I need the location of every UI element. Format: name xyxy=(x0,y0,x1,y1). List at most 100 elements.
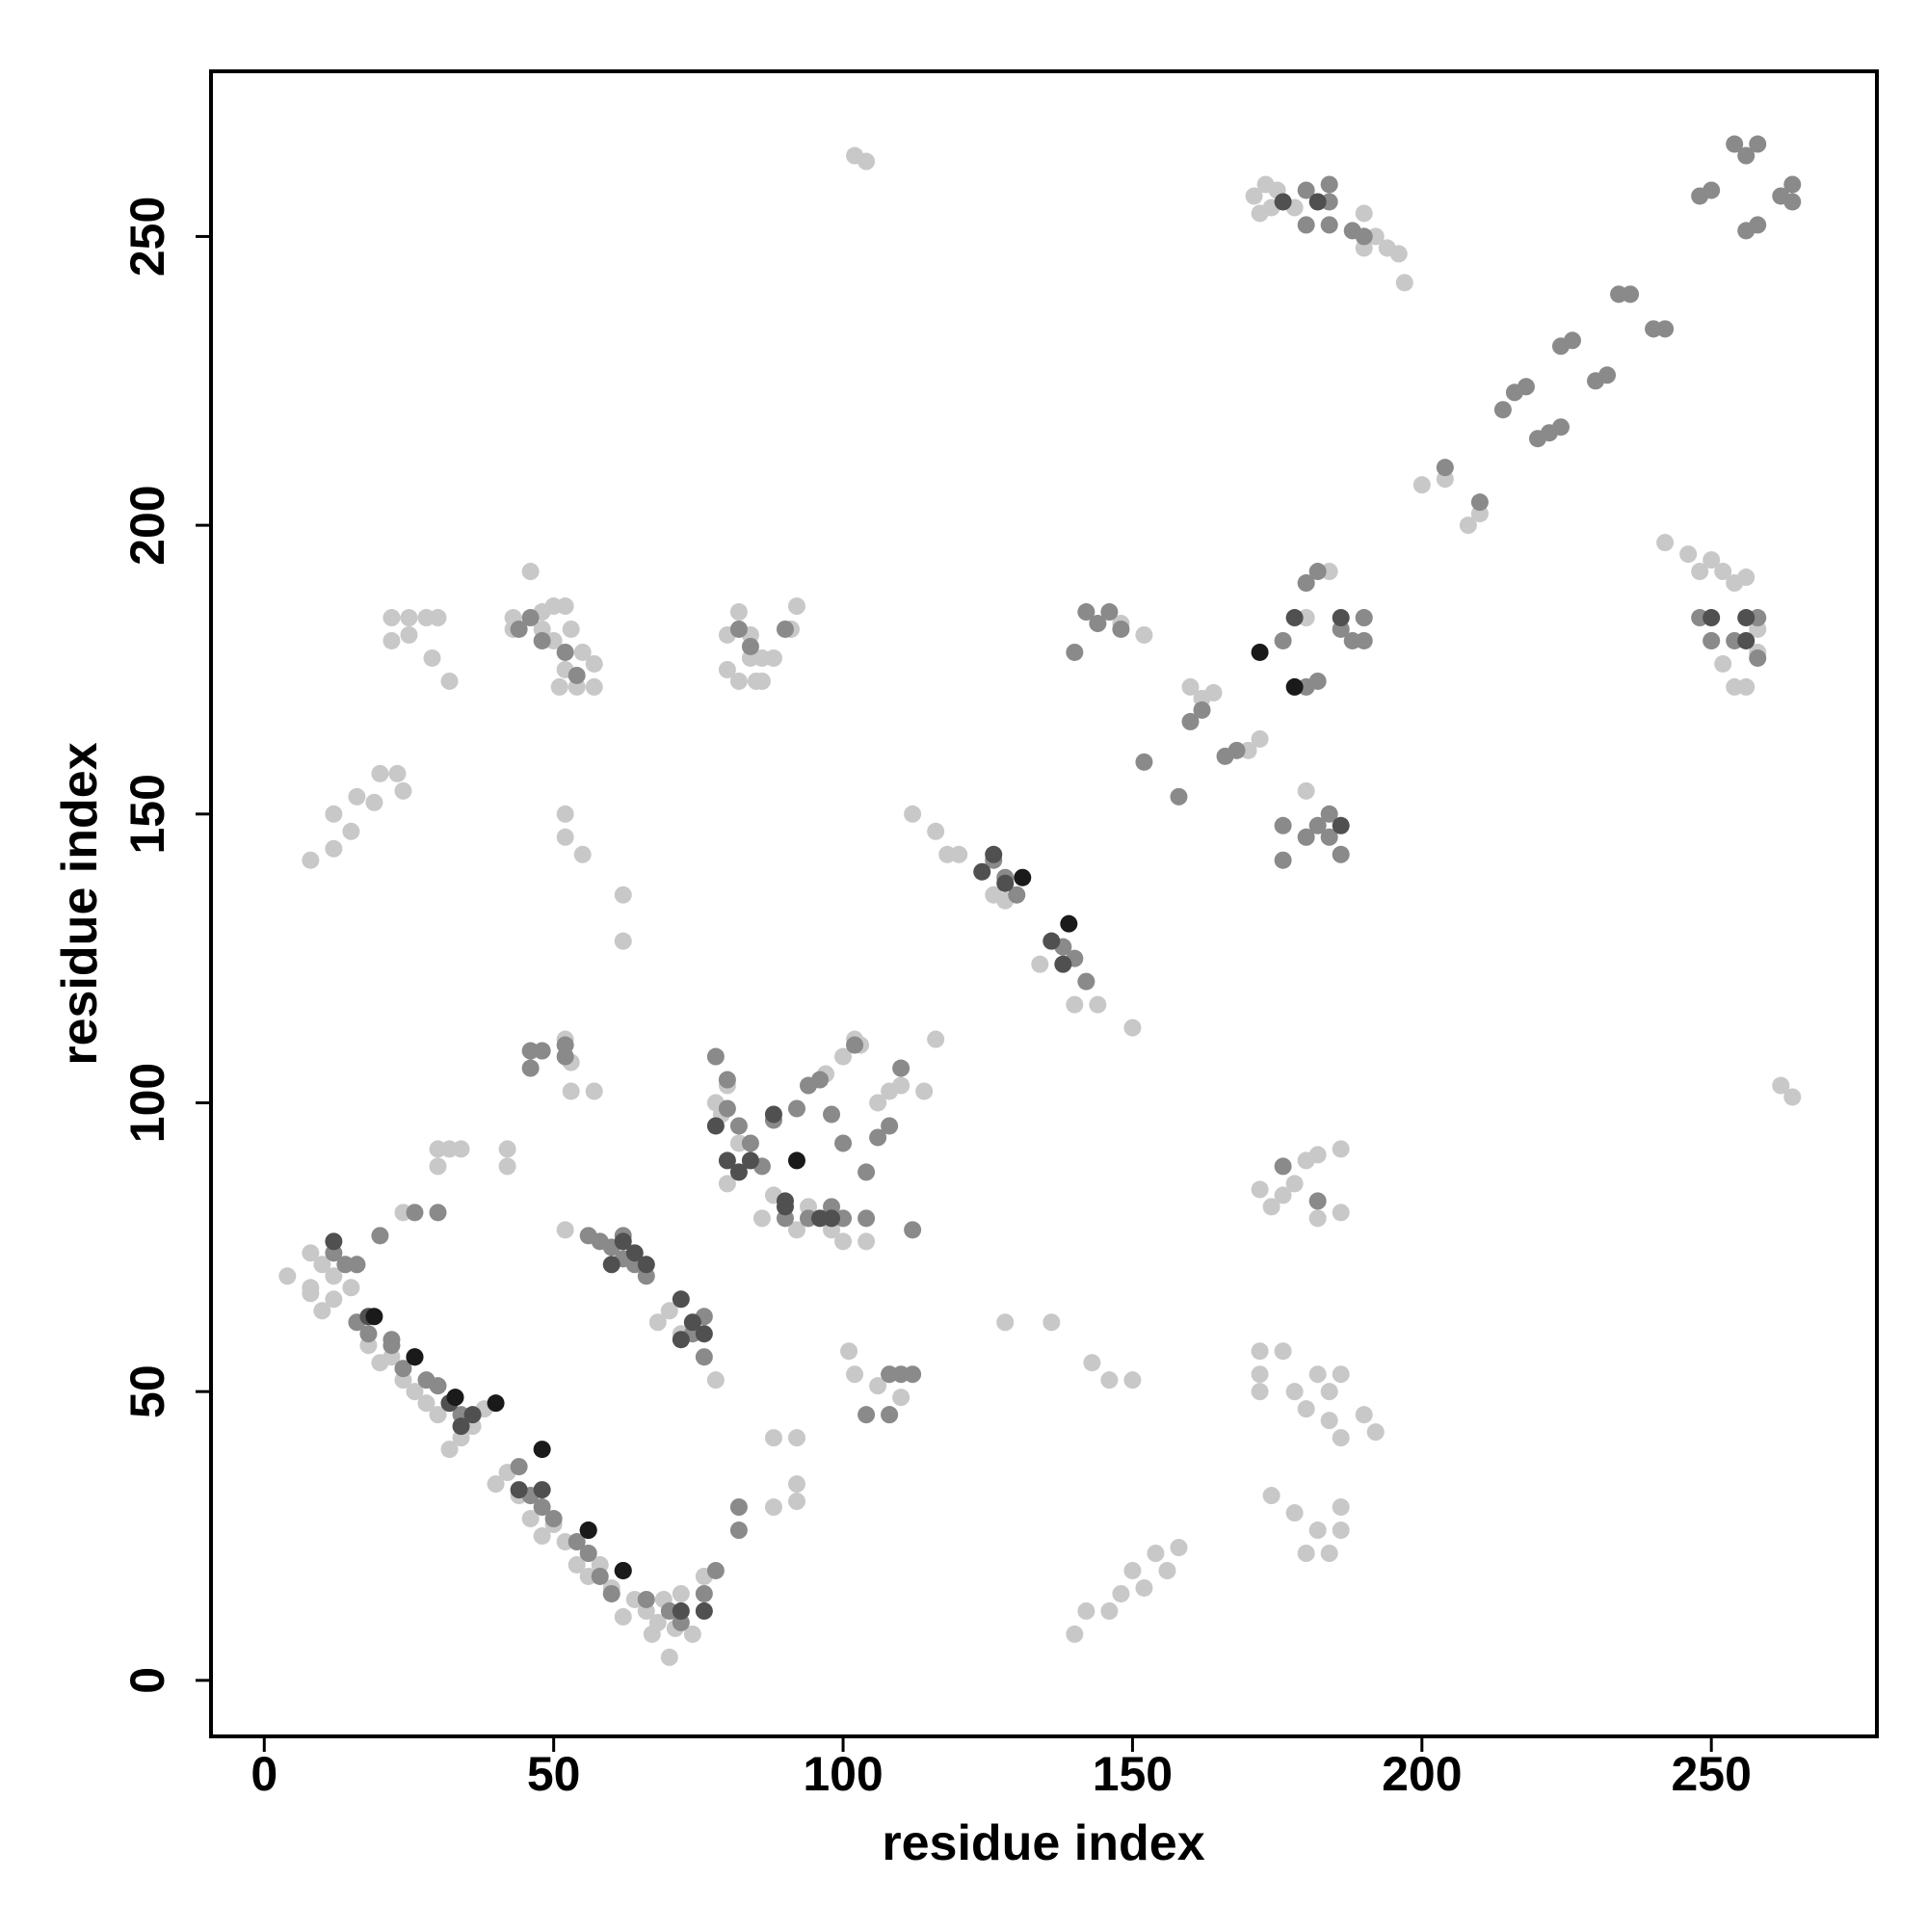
point xyxy=(1227,741,1246,759)
point xyxy=(706,1371,725,1389)
point xyxy=(764,1105,782,1124)
point xyxy=(858,152,876,171)
point xyxy=(683,1313,701,1332)
point xyxy=(365,1308,383,1326)
point xyxy=(846,1036,864,1054)
point xyxy=(1749,135,1767,153)
point xyxy=(1308,1192,1327,1210)
point xyxy=(787,1475,805,1494)
point xyxy=(1749,648,1767,667)
point xyxy=(1031,955,1049,973)
point xyxy=(1783,175,1802,194)
x-tick-label: 150 xyxy=(1093,1747,1173,1801)
point xyxy=(996,874,1015,892)
point xyxy=(660,1648,678,1666)
point xyxy=(787,1493,805,1511)
point xyxy=(683,1625,701,1643)
point xyxy=(1100,1371,1119,1389)
point xyxy=(533,1498,551,1517)
point xyxy=(1285,1504,1304,1522)
point xyxy=(510,620,528,638)
x-tick-label: 200 xyxy=(1382,1747,1462,1801)
point xyxy=(556,1221,574,1239)
point xyxy=(1703,609,1721,627)
point xyxy=(881,1117,899,1135)
point xyxy=(585,677,603,696)
point xyxy=(417,1394,436,1413)
point xyxy=(498,1157,516,1176)
point xyxy=(533,1527,551,1546)
point xyxy=(1083,1354,1101,1372)
point xyxy=(498,1140,516,1158)
point xyxy=(1274,1157,1292,1176)
point xyxy=(1772,1076,1790,1095)
point xyxy=(400,609,418,627)
point xyxy=(614,932,632,950)
point xyxy=(1726,135,1744,153)
point xyxy=(313,1302,331,1320)
point xyxy=(325,839,343,858)
point xyxy=(973,862,991,881)
point xyxy=(823,1209,841,1228)
point xyxy=(695,1601,713,1620)
point xyxy=(313,1256,331,1274)
point xyxy=(556,1036,574,1054)
point xyxy=(648,1613,667,1631)
point xyxy=(672,1601,690,1620)
point xyxy=(1285,677,1304,696)
point xyxy=(406,1204,424,1222)
point xyxy=(706,1561,725,1579)
point xyxy=(1043,1313,1061,1332)
point xyxy=(1355,204,1373,223)
point xyxy=(938,845,957,863)
point xyxy=(1332,1204,1350,1222)
point xyxy=(568,1533,586,1551)
point xyxy=(1332,845,1350,863)
point xyxy=(904,805,922,823)
point xyxy=(510,1458,528,1476)
point xyxy=(869,1377,887,1395)
point xyxy=(1783,193,1802,211)
point xyxy=(1366,1423,1385,1442)
point xyxy=(1123,1561,1142,1579)
point xyxy=(1274,193,1292,211)
point xyxy=(1297,781,1315,800)
point xyxy=(1251,1180,1269,1199)
point xyxy=(568,1555,586,1574)
point xyxy=(776,620,794,638)
point xyxy=(302,1244,320,1262)
point xyxy=(1551,418,1570,437)
point xyxy=(562,620,580,638)
point xyxy=(1060,914,1078,933)
point xyxy=(602,1256,620,1274)
point xyxy=(556,805,574,823)
point xyxy=(602,1584,620,1602)
point xyxy=(325,1267,343,1285)
point xyxy=(585,1082,603,1100)
point xyxy=(695,1348,713,1366)
point xyxy=(764,648,782,667)
point xyxy=(1297,1400,1315,1418)
point xyxy=(1320,828,1338,846)
point xyxy=(521,1510,540,1528)
point xyxy=(556,597,574,616)
point xyxy=(1308,672,1327,690)
point xyxy=(325,1232,343,1251)
point xyxy=(406,1348,424,1366)
point xyxy=(342,1279,360,1297)
point xyxy=(869,1128,887,1147)
point xyxy=(729,1498,748,1517)
point xyxy=(718,1099,736,1118)
point xyxy=(1783,1088,1802,1106)
point xyxy=(718,1175,736,1193)
point xyxy=(394,781,412,800)
point xyxy=(834,1232,853,1251)
point xyxy=(1285,1175,1304,1193)
point xyxy=(1355,609,1373,627)
point xyxy=(533,1042,551,1060)
point xyxy=(718,1071,736,1089)
point xyxy=(1054,955,1072,973)
point xyxy=(1274,1186,1292,1204)
point xyxy=(487,1475,505,1494)
point xyxy=(718,660,736,678)
